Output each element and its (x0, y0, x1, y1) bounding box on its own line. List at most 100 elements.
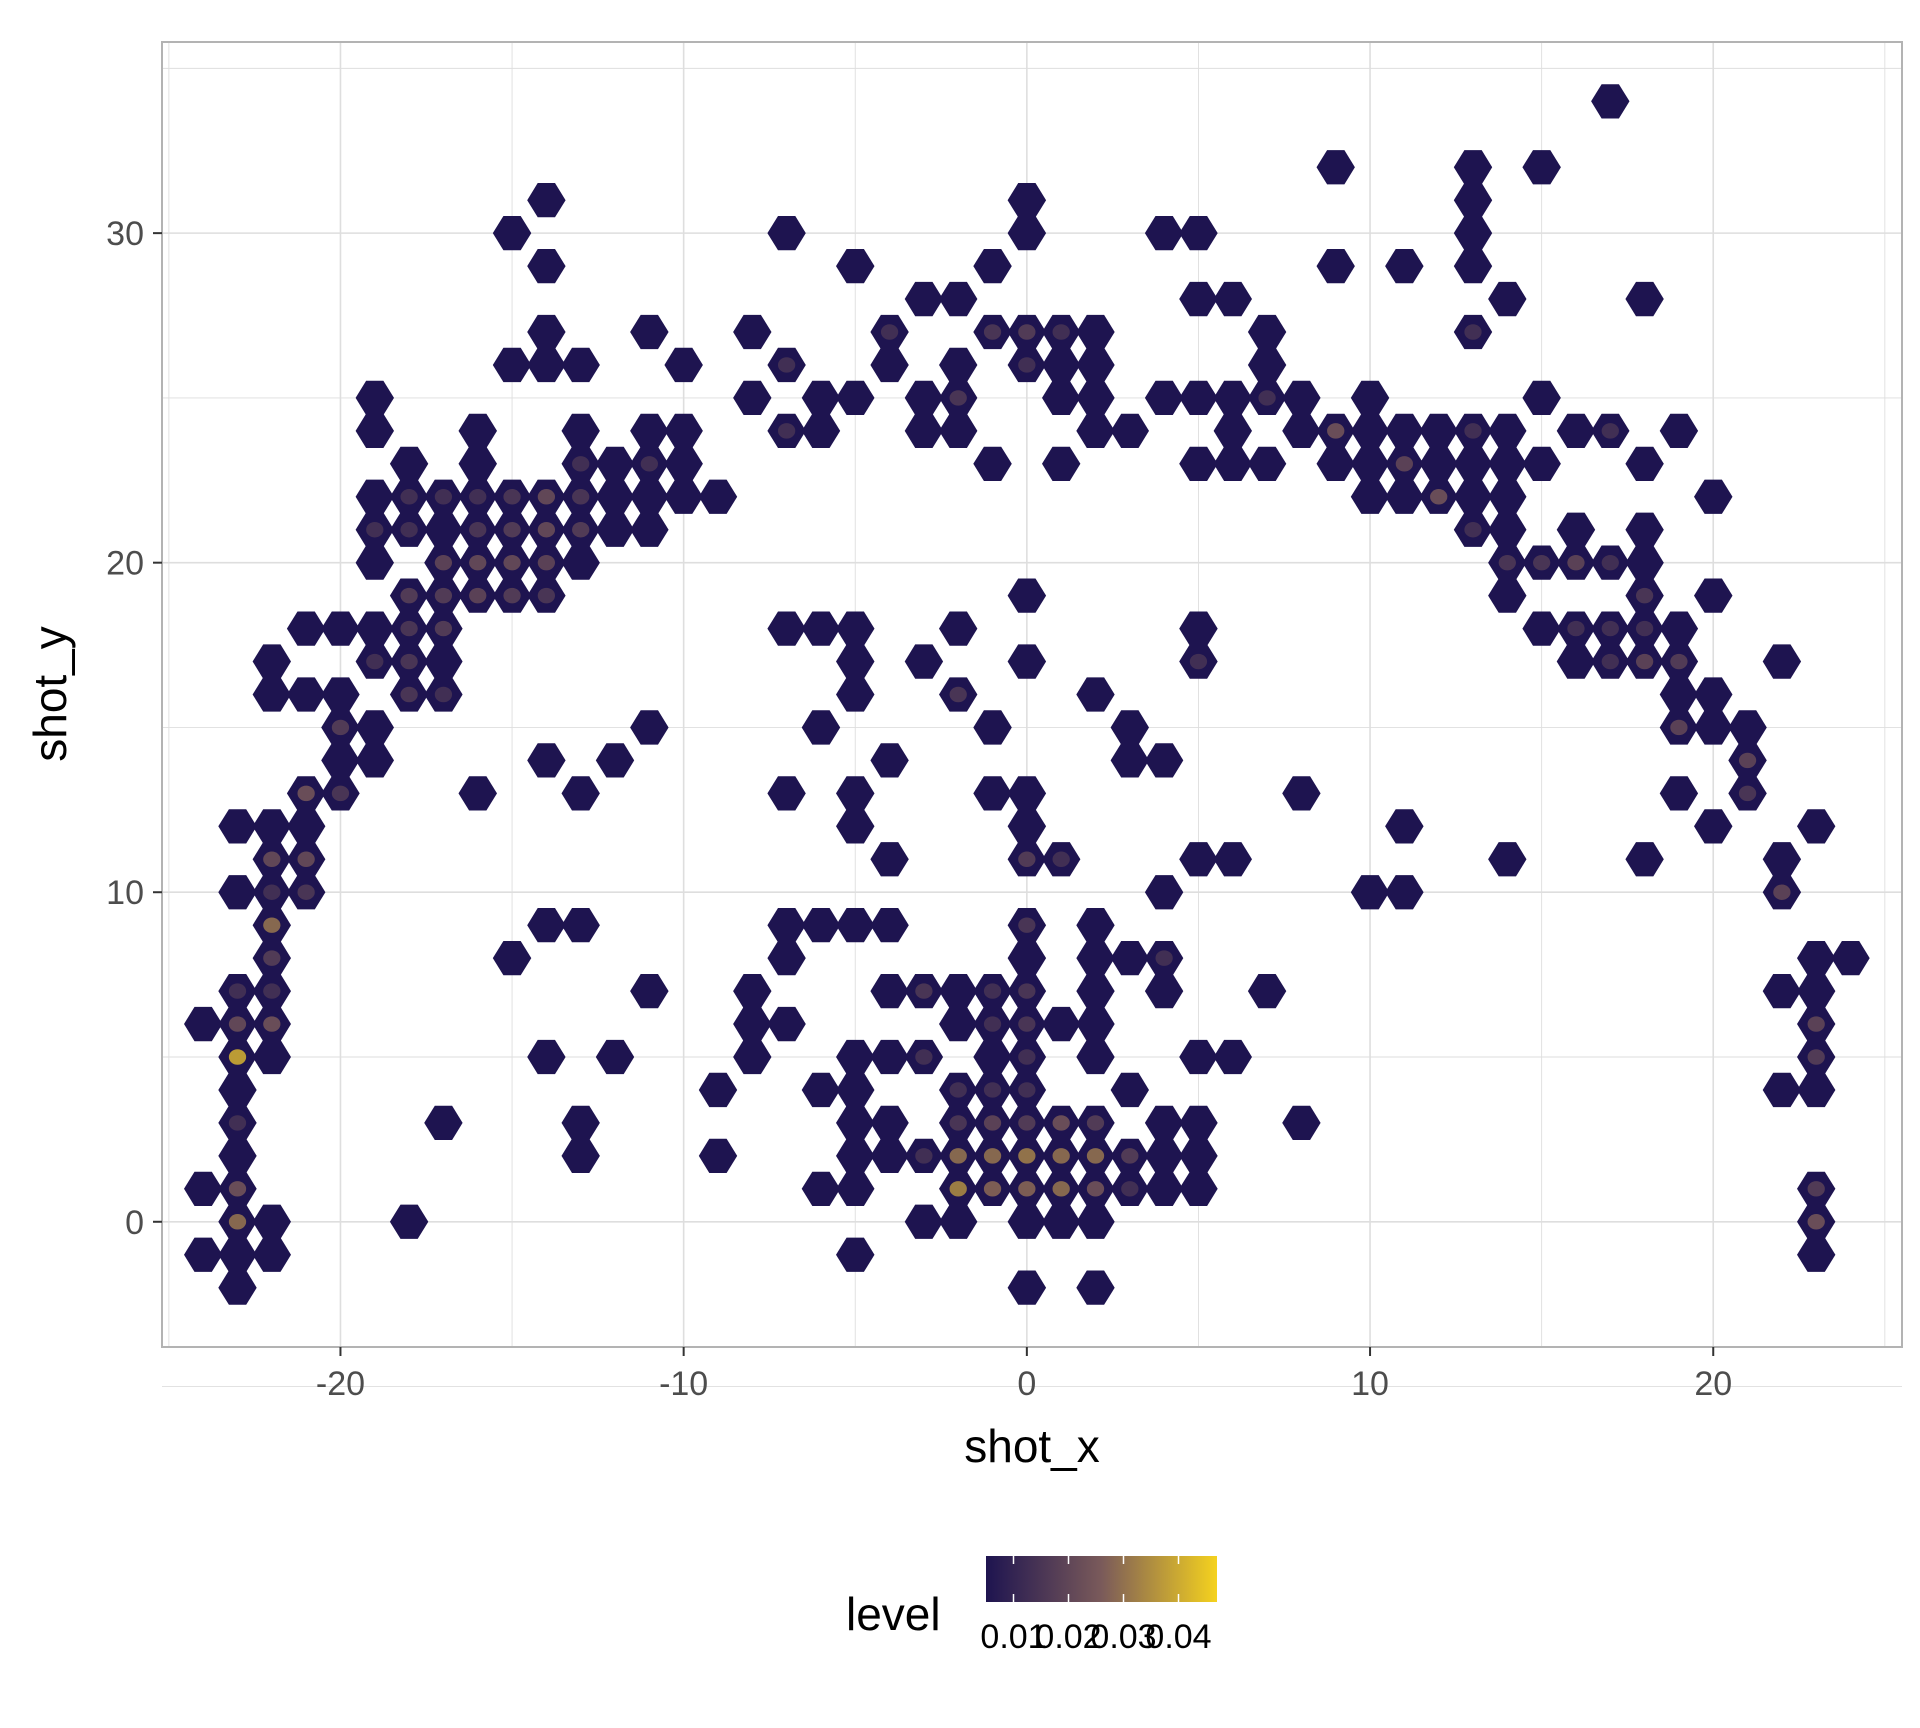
density-cell-core (1052, 324, 1070, 340)
density-cell (870, 974, 909, 1009)
density-cell (561, 908, 600, 943)
density-cell (286, 809, 326, 844)
density-cell (1179, 1039, 1218, 1075)
density-cell (1488, 578, 1527, 613)
density-cell-core (1807, 1181, 1825, 1197)
density-cell (1659, 611, 1699, 646)
density-cell (492, 941, 532, 976)
density-cell (1076, 380, 1115, 415)
density-cell (767, 941, 806, 976)
density-cell (801, 611, 841, 646)
density-cell (1179, 380, 1218, 415)
density-cell-core (469, 522, 487, 538)
density-cell (218, 1237, 257, 1272)
density-cell (939, 974, 978, 1009)
density-cell (1488, 413, 1527, 448)
density-cell (561, 347, 600, 383)
density-cell-core (366, 653, 384, 670)
density-cell-core (503, 554, 521, 571)
y-axis-ticks: 0 10 20 30 (106, 215, 162, 1242)
density-cell-core (1121, 1181, 1139, 1197)
density-cell (1179, 446, 1218, 481)
density-cell (1316, 249, 1355, 284)
density-cell (1385, 413, 1424, 448)
density-cell (1076, 941, 1115, 976)
x-tick-label: 10 (1351, 1365, 1389, 1403)
density-cell (527, 347, 566, 383)
density-cell (801, 1171, 841, 1206)
density-cell-core (1601, 554, 1619, 571)
density-cell (252, 1237, 291, 1272)
density-cell (1591, 84, 1630, 119)
density-cell-core (572, 456, 590, 472)
density-cell (218, 875, 257, 910)
density-cell (1076, 677, 1115, 712)
density-cell-core (434, 554, 453, 571)
density-cells (184, 84, 1870, 1305)
density-cell (1625, 446, 1664, 481)
density-cell (801, 1072, 841, 1108)
density-cell (1213, 446, 1252, 481)
density-cell (664, 413, 703, 448)
density-cell (1350, 380, 1390, 415)
density-cell-core (297, 851, 315, 867)
density-cell-core (1258, 390, 1276, 406)
density-cell (1625, 842, 1664, 877)
density-cell (1042, 380, 1081, 415)
density-cell (1522, 446, 1561, 481)
density-cell-core (1018, 1082, 1036, 1098)
density-cell (1007, 776, 1047, 811)
density-cell (1282, 413, 1321, 448)
density-cell (630, 479, 669, 514)
y-tick-label: 30 (106, 215, 144, 253)
density-cell (973, 1039, 1012, 1075)
y-tick-label: 10 (106, 874, 144, 912)
density-cell (1144, 380, 1184, 415)
density-cell (1076, 347, 1115, 383)
density-cell-core (503, 522, 521, 538)
legend-tick-label: 0.04 (1145, 1618, 1211, 1656)
density-cell (1350, 446, 1390, 481)
density-cell-core (263, 983, 281, 999)
density-cell (1110, 1072, 1149, 1108)
density-cell (1247, 314, 1287, 350)
density-cell (1042, 1204, 1081, 1239)
density-cell (1076, 314, 1115, 350)
density-cell-core (1189, 653, 1208, 670)
density-cell (630, 974, 669, 1009)
density-cell (595, 446, 635, 481)
density-cell (184, 1171, 223, 1206)
density-cell-core (469, 587, 487, 604)
density-cell (836, 1072, 875, 1108)
density-cell (252, 1204, 291, 1239)
density-cell (1453, 479, 1493, 514)
density-cell-core (1635, 653, 1654, 670)
legend: level 0.010.020.030.04 (846, 1556, 1217, 1656)
density-cell (767, 908, 806, 943)
density-cell (1247, 446, 1287, 481)
density-cell (836, 1105, 875, 1140)
density-cell (836, 908, 875, 943)
density-cell (561, 413, 600, 448)
density-cell (1144, 743, 1184, 778)
density-cell-core (1464, 522, 1482, 538)
density-cell (321, 611, 360, 646)
density-cell-core (949, 1115, 967, 1131)
density-cell-core (1601, 423, 1619, 439)
density-cell (664, 347, 703, 383)
density-cell (1453, 216, 1493, 251)
density-cell-core (537, 522, 556, 538)
density-cell (1522, 380, 1561, 415)
density-cell-core (1738, 752, 1757, 769)
density-cell (561, 1138, 600, 1173)
density-cell (1762, 974, 1802, 1009)
density-cell-core (434, 587, 453, 604)
density-cell (1179, 281, 1218, 317)
density-cell (1007, 941, 1047, 976)
density-cell (1625, 281, 1664, 317)
density-cell-core (1052, 1115, 1070, 1131)
density-cell (973, 710, 1012, 745)
density-cell-core (228, 1181, 247, 1197)
density-cell (218, 1270, 257, 1305)
density-cell-core (983, 324, 1002, 340)
